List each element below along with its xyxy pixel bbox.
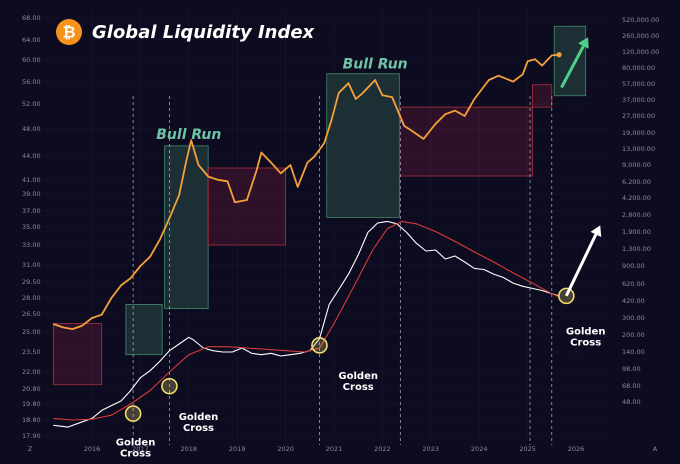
- y-right-tick-label: 620.00: [622, 280, 645, 288]
- y-left-tick-label: 68.00: [22, 14, 41, 22]
- x-tick-label: 2016: [84, 445, 101, 453]
- y-left-tick-label: 33.00: [22, 241, 41, 249]
- x-tick-label: 2025: [519, 445, 536, 453]
- y-left-tick-label: 23.50: [22, 348, 41, 356]
- bear-zone: [52, 323, 103, 386]
- y-left-tick-label: 25.00: [22, 328, 41, 336]
- y-right-tick-label: 37,000.00: [622, 96, 655, 104]
- arrow-shaft: [564, 233, 598, 297]
- corner-mark-left: Z: [28, 445, 33, 453]
- bitcoin-icon-glyph: ₿: [62, 23, 75, 42]
- x-tick-label: 2018: [181, 445, 198, 453]
- y-right-tick-label: 68.00: [622, 382, 641, 390]
- y-right-tick-label: 13,000.00: [622, 145, 655, 153]
- bull-zone: [125, 303, 163, 356]
- y-right-tick-label: 2,800.00: [622, 211, 651, 219]
- x-axis-ticks: 2016 2017 2018 2019 2020 2021 2022 2023 2024 2025…: [84, 445, 585, 453]
- golden-cross-marker: [311, 337, 328, 354]
- y-right-tick-label: 1,900.00: [622, 228, 651, 236]
- zones: [52, 25, 587, 386]
- x-tick-label: 2026: [568, 445, 585, 453]
- y-right-tick-label: 120,000.00: [622, 48, 659, 56]
- y-left-tick-label: 56.00: [22, 78, 41, 86]
- y-right-tick-label: 1,300.00: [622, 245, 651, 253]
- y-left-tick-label: 19.80: [22, 400, 41, 408]
- y-right-tick-label: 27,000.00: [622, 112, 655, 120]
- y-right-tick-label: 9,000.00: [622, 161, 651, 169]
- bull-zone: [326, 73, 400, 218]
- y-left-tick-label: 39.00: [22, 190, 41, 198]
- bear-zone: [532, 84, 553, 108]
- series-line: [53, 53, 560, 330]
- y-right-tick-label: 6,200.00: [622, 178, 651, 186]
- y-right-tick-label: 140.00: [622, 348, 645, 356]
- y-left-tick-label: 41.00: [22, 176, 41, 184]
- y-left-tick-label: 31.00: [22, 261, 41, 269]
- golden-cross-label: Golden Cross: [566, 327, 606, 349]
- y-right-tick-label: 98.00: [622, 365, 641, 373]
- gridlines: [44, 10, 612, 440]
- bitcoin-icon: [56, 19, 82, 45]
- y-left-tick-label: 18.80: [22, 416, 41, 424]
- y-right-tick-label: 420.00: [622, 297, 645, 305]
- bull-zone: [553, 25, 587, 97]
- y-left-tick-label: 22.00: [22, 368, 41, 376]
- x-tick-label: 2020: [277, 445, 294, 453]
- y-left-tick-label: 60.00: [22, 56, 41, 64]
- y-left-tick-label: 29.50: [22, 278, 41, 286]
- y-right-tick-label: 300.00: [622, 314, 645, 322]
- y-left-tick-label: 52.00: [22, 100, 41, 108]
- arrow-shaft: [560, 45, 585, 89]
- y-left-tick-label: 64.00: [22, 36, 41, 44]
- bull-zone: [164, 145, 209, 310]
- x-tick-label: 2024: [471, 445, 488, 453]
- y-right-tick-label: 260,000.00: [622, 32, 659, 40]
- y-left-tick-label: 44.00: [22, 152, 41, 160]
- y-right-tick-label: 520,000.00: [622, 16, 659, 24]
- y-right-tick-label: 48.00: [622, 398, 641, 406]
- golden-cross-marker: [161, 377, 178, 395]
- y-right-tick-label: 4,200.00: [622, 194, 651, 202]
- price-end-dot: [556, 52, 562, 58]
- x-tick-label: 2023: [423, 445, 440, 453]
- golden-cross-label: Golden Cross: [116, 438, 156, 460]
- x-tick-label: 2017: [132, 445, 149, 453]
- vertical-markers: [132, 96, 553, 445]
- x-tick-label: 2019: [229, 445, 246, 453]
- right-axis-ticks: 520,000.00 260,000.00 120,000.00 80,000.00 5…: [622, 16, 659, 406]
- x-tick-label: 2022: [374, 445, 391, 453]
- golden-cross-markers: [124, 287, 575, 422]
- title-block: ₿ Global Liquidity Index: [56, 19, 316, 45]
- y-right-tick-label: 900.00: [622, 262, 645, 270]
- y-left-tick-label: 35.00: [22, 223, 41, 231]
- golden-cross-label: Golden Cross: [338, 371, 378, 393]
- y-left-tick-label: 48.00: [22, 125, 41, 133]
- arrow-head: [590, 225, 602, 238]
- y-right-tick-label: 200.00: [622, 331, 645, 339]
- golden-cross-marker: [124, 405, 142, 422]
- series-lines: [53, 52, 562, 428]
- y-left-tick-label: 26.50: [22, 310, 41, 318]
- series-line: [53, 220, 560, 421]
- y-left-tick-label: 17.90: [22, 432, 41, 440]
- chart-title: Global Liquidity Index: [92, 22, 316, 43]
- y-left-tick-label: 28.00: [22, 294, 41, 302]
- bear-zone: [398, 106, 533, 177]
- y-right-tick-label: 57,000.00: [622, 80, 655, 88]
- golden-cross-label: Golden Cross: [179, 412, 219, 434]
- x-tick-label: 2021: [326, 445, 343, 453]
- y-right-tick-label: 19,000.00: [622, 129, 655, 137]
- y-left-tick-label: 20.80: [22, 385, 41, 393]
- bull-run-label: Bull Run: [343, 56, 408, 72]
- y-right-tick-label: 80,000.00: [622, 64, 655, 72]
- arrow-head: [578, 37, 589, 49]
- y-left-tick-label: 37.00: [22, 207, 41, 215]
- corner-mark-right: A: [653, 445, 658, 453]
- left-axis-ticks: 68.00 64.00 60.00 56.00 52.00 48.00 44.00 41.00…: [22, 14, 41, 440]
- arrows: [560, 37, 602, 297]
- bull-run-label: Bull Run: [156, 127, 221, 143]
